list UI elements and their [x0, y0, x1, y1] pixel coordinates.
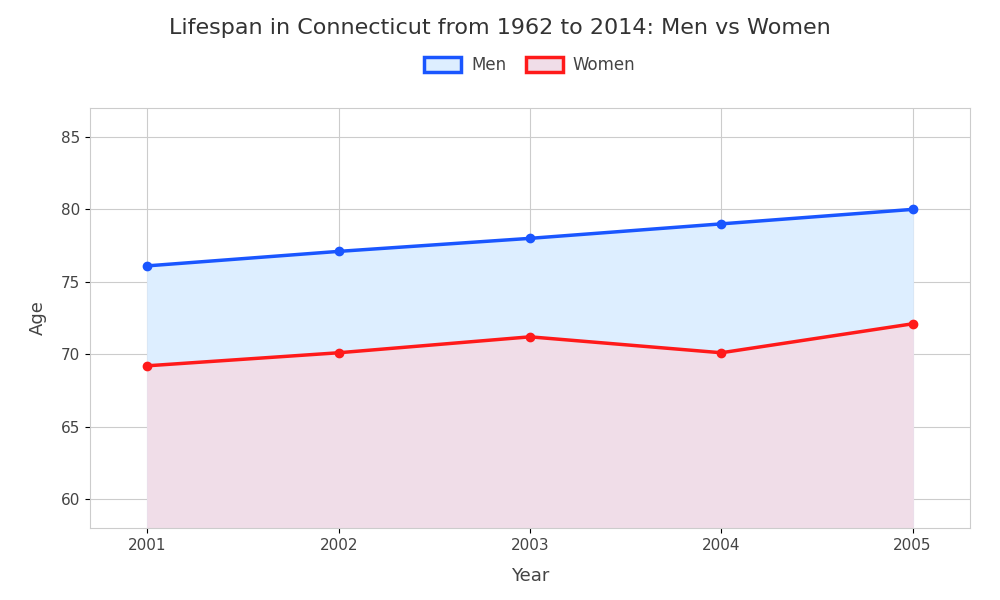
Legend: Men, Women: Men, Women	[418, 49, 642, 80]
Text: Lifespan in Connecticut from 1962 to 2014: Men vs Women: Lifespan in Connecticut from 1962 to 201…	[169, 18, 831, 38]
X-axis label: Year: Year	[511, 566, 549, 584]
Y-axis label: Age: Age	[29, 301, 47, 335]
